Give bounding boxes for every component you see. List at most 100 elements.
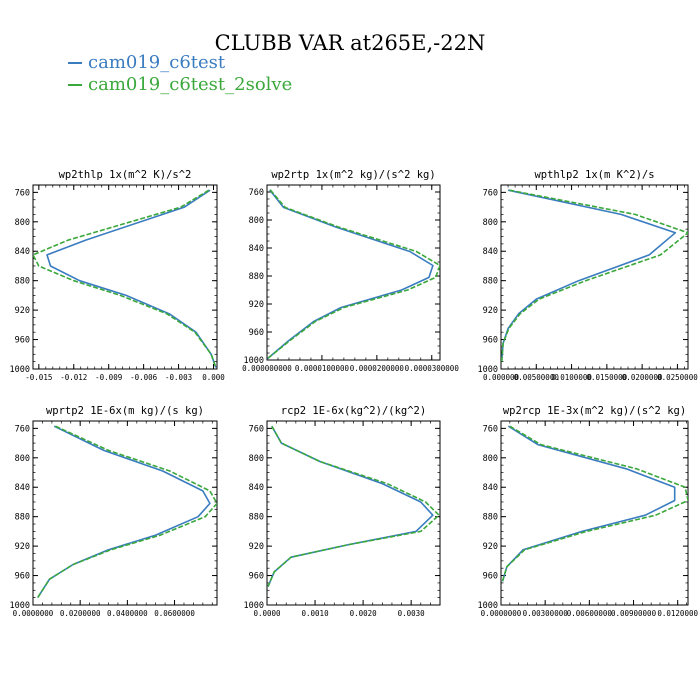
chart-title: wp2rtp 1x(m^2 kg)/(s^2 kg) — [271, 169, 435, 181]
y-tick-label: 800 — [483, 218, 498, 228]
x-tick-label: 0.0200000 — [622, 373, 663, 382]
x-tick-label: 0.00300000 — [523, 609, 569, 618]
y-tick-label: 920 — [483, 306, 498, 316]
y-tick-label: 960 — [483, 572, 498, 582]
y-tick-label: 880 — [15, 277, 30, 287]
legend: cam019_c6test cam019_c6test_2solve — [68, 52, 292, 96]
plot-frame — [500, 184, 689, 370]
chart-panel-1: wp2thlp 1x(m^2 K)/s^2 760 800 840 880 920 960 1… — [10, 169, 226, 382]
x-tick-label: 0.0000100000 — [295, 364, 350, 373]
series-line-cam019-c6test — [267, 425, 434, 587]
y-tick-label: 760 — [249, 424, 264, 434]
x-tick-label: 0.00900000 — [611, 609, 657, 618]
y-tick-label: 880 — [249, 513, 264, 523]
y-tick-label: 840 — [483, 247, 498, 257]
legend-swatch-green — [68, 84, 82, 86]
y-tick-label: 880 — [483, 513, 498, 523]
series-line-cam019-c6test — [267, 189, 434, 360]
series-line-cam019-c6test — [37, 425, 211, 599]
chart-title: wpthlp2 1x(m K^2)/s — [534, 169, 654, 181]
y-tick-label: 920 — [15, 306, 30, 316]
x-tick-label: 0.0000000 — [13, 609, 54, 618]
x-tick-label: 0.0100000 — [551, 373, 592, 382]
y-tick-label: 800 — [249, 216, 264, 226]
y-tick-label: 880 — [483, 277, 498, 287]
x-tick-label: 0.0150000 — [587, 373, 628, 382]
y-tick-label: 760 — [15, 188, 30, 198]
y-tick-label: 760 — [15, 424, 30, 434]
y-tick-label: 1000 — [244, 356, 264, 366]
plot-frame — [266, 184, 441, 361]
legend-item-cam019-c6test-2solve: cam019_c6test_2solve — [68, 74, 292, 96]
series-line-cam019-c6test-2solve — [267, 189, 440, 360]
y-tick-label: 1000 — [10, 601, 30, 611]
y-tick-label: 760 — [483, 188, 498, 198]
y-tick-label: 960 — [249, 572, 264, 582]
legend-item-cam019-c6test: cam019_c6test — [68, 52, 292, 74]
chart-title: wp2rcp 1E-3x(m^2 kg)/(s^2 kg) — [503, 405, 686, 417]
chart-panel-2: wp2rtp 1x(m^2 kg)/(s^2 kg) 760 800 840 880 92… — [242, 169, 459, 373]
x-tick-label: 0.0120000 — [657, 609, 698, 618]
y-tick-label: 800 — [15, 454, 30, 464]
y-tick-label: 920 — [483, 542, 498, 552]
y-tick-label: 920 — [249, 300, 264, 310]
chart-panel-6: wp2rcp 1E-3x(m^2 kg)/(s^2 kg) 760 800 840 88… — [478, 405, 699, 618]
x-tick-label: 0.000 — [202, 373, 225, 382]
y-tick-label: 960 — [15, 336, 30, 346]
plot-frame — [500, 420, 689, 606]
x-tick-label: 0.0020 — [350, 609, 378, 618]
x-tick-label: 0.000000 — [483, 373, 520, 382]
legend-label: cam019_c6test_2solve — [88, 74, 293, 95]
y-tick-label: 800 — [483, 454, 498, 464]
series-line-cam019-c6test — [501, 189, 677, 362]
x-tick-label: -0.003 — [165, 373, 192, 382]
legend-swatch-blue — [68, 62, 82, 64]
series-line-cam019-c6test-2solve — [33, 189, 217, 368]
y-tick-label: 840 — [483, 483, 498, 493]
x-tick-label: 0.0250000 — [657, 373, 698, 382]
y-tick-label: 920 — [249, 542, 264, 552]
chart-title: wp2thlp 1x(m^2 K)/s^2 — [59, 169, 192, 181]
x-tick-label: 0.0600000 — [154, 609, 195, 618]
x-tick-label: 0.0000000 — [481, 609, 522, 618]
series-line-cam019-c6test-2solve — [37, 425, 217, 599]
x-tick-label: 0.0010 — [302, 609, 330, 618]
series-line-cam019-c6test — [46, 189, 217, 368]
chart-title: wprtp2 1E-6x(m kg)/(s kg) — [46, 405, 204, 417]
series-line-cam019-c6test — [501, 425, 676, 582]
y-tick-label: 840 — [249, 244, 264, 254]
x-tick-label: 0.0000 — [253, 609, 281, 618]
plot-frame — [32, 184, 218, 370]
chart-panel-5: rcp2 1E-6x(kg^2)/(kg^2) 760 800 840 880 920 96… — [244, 405, 441, 618]
y-tick-label: 960 — [249, 328, 264, 338]
x-tick-label: 0.000000000 — [242, 364, 292, 373]
x-tick-label: 0.00600000 — [567, 609, 613, 618]
y-tick-label: 960 — [483, 336, 498, 346]
y-tick-label: 840 — [15, 483, 30, 493]
y-tick-label: 760 — [483, 424, 498, 434]
y-tick-label: 760 — [249, 188, 264, 198]
chart-panel-3: wpthlp2 1x(m K^2)/s 760 800 840 880 920 960 100… — [478, 169, 699, 382]
y-tick-label: 840 — [249, 483, 264, 493]
chart-panel-4: wprtp2 1E-6x(m kg)/(s kg) 760 800 840 880 920… — [10, 405, 218, 618]
y-tick-label: 840 — [15, 247, 30, 257]
x-tick-label: 0.00500000 — [514, 373, 560, 382]
x-tick-label: 0.0400000 — [107, 609, 148, 618]
x-tick-label: 0.0200000 — [60, 609, 101, 618]
x-tick-label: 0.0030 — [398, 609, 426, 618]
chart-title: rcp2 1E-6x(kg^2)/(kg^2) — [281, 405, 426, 417]
legend-label: cam019_c6test — [88, 52, 226, 73]
x-tick-label: -0.012 — [60, 373, 87, 382]
y-tick-label: 880 — [249, 272, 264, 282]
plot-frame — [32, 420, 218, 606]
series-line-cam019-c6test-2solve — [267, 425, 440, 587]
series-line-cam019-c6test-2solve — [501, 189, 688, 362]
x-tick-label: 0.0000200000 — [350, 364, 405, 373]
y-tick-label: 1000 — [478, 601, 498, 611]
x-tick-label: -0.015 — [25, 373, 52, 382]
x-tick-label: -0.006 — [130, 373, 158, 382]
y-tick-label: 920 — [15, 542, 30, 552]
series-line-cam019-c6test-2solve — [501, 425, 688, 582]
